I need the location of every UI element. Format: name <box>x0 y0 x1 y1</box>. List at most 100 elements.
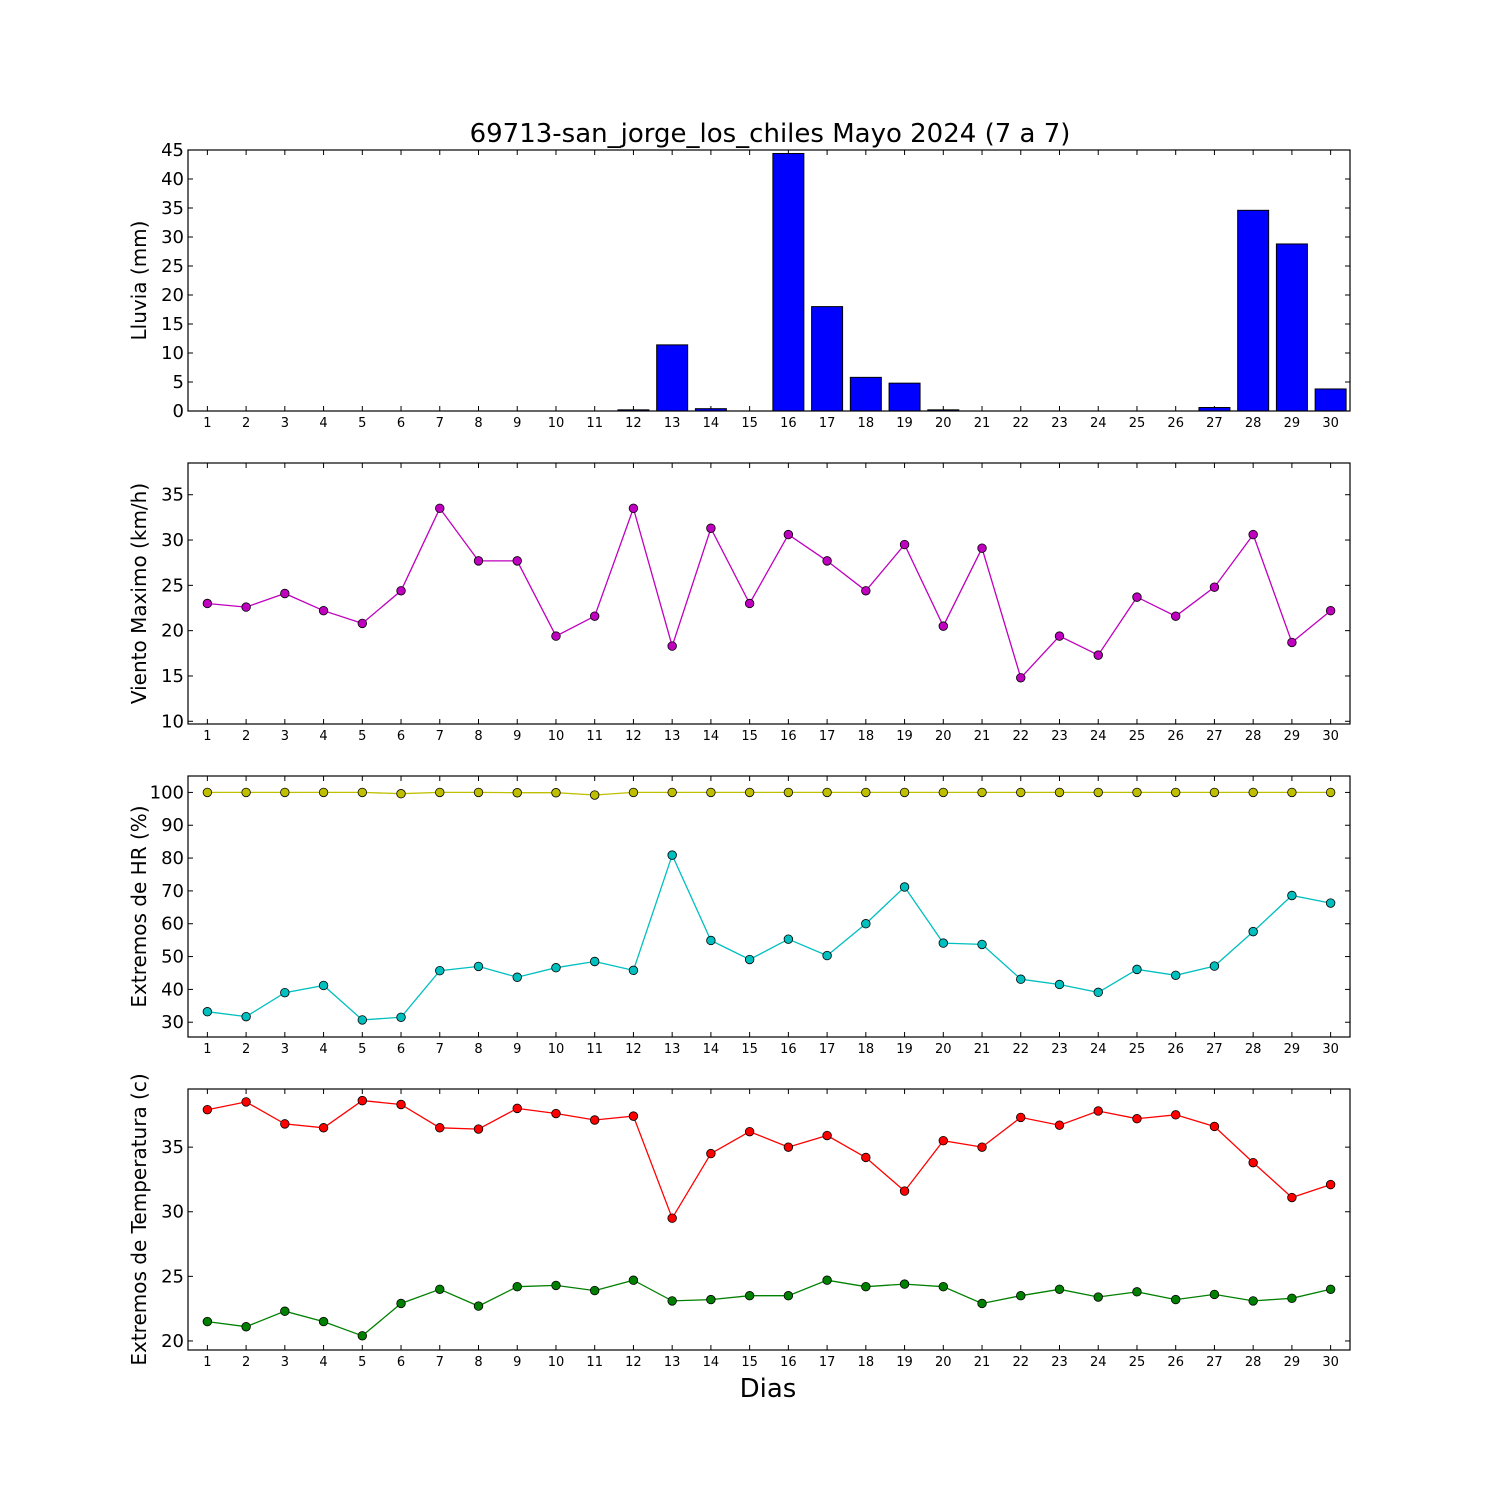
wind-xtick-label: 5 <box>358 729 366 744</box>
temperature-point <box>1287 1192 1297 1203</box>
humidity-xtick-label: 7 <box>436 1042 444 1057</box>
wind-frame <box>187 462 1351 725</box>
rain-xtick-label: 25 <box>1129 416 1146 431</box>
wind-point <box>1132 592 1142 602</box>
wind-point <box>590 611 600 621</box>
wind-xtick-label: 10 <box>548 729 565 744</box>
humidity-point <box>1170 787 1181 798</box>
rain-xtick-label: 12 <box>625 416 642 431</box>
humidity-point <box>938 787 949 798</box>
rain-ytick-label: 20 <box>161 285 184 306</box>
temperature-point <box>822 1130 832 1141</box>
temperature-point <box>977 1298 987 1309</box>
humidity-xtick-label: 19 <box>896 1042 913 1057</box>
rain-xtick-label: 29 <box>1284 416 1301 431</box>
wind-point <box>551 631 561 641</box>
temperature-point <box>628 1111 639 1121</box>
wind-point <box>280 588 290 599</box>
rain-ytick-label: 35 <box>161 198 184 219</box>
temperature-point <box>435 1284 445 1294</box>
wind-point <box>202 598 213 609</box>
wind-xtick-label: 29 <box>1284 729 1301 744</box>
temperature-point <box>202 1316 213 1327</box>
temperature-line <box>207 1099 1331 1220</box>
humidity-ytick-label: 80 <box>161 848 184 869</box>
wind-point <box>938 621 949 631</box>
humidity-ylabel: Extremos de HR (%) <box>127 805 151 1007</box>
wind-point <box>1287 637 1297 648</box>
temperature-xtick-label: 1 <box>203 1355 211 1370</box>
temperature-point <box>512 1103 522 1114</box>
rain-xtick-label: 2 <box>242 416 250 431</box>
wind-point <box>357 618 368 629</box>
humidity-point <box>396 1012 406 1023</box>
humidity-point <box>280 787 290 798</box>
rain-xtick-label: 15 <box>741 416 758 431</box>
humidity-xtick-label: 27 <box>1206 1042 1223 1057</box>
temperature-point <box>628 1275 639 1285</box>
wind-xtick-label: 25 <box>1129 729 1146 744</box>
temperature-point <box>590 1115 600 1125</box>
wind-point <box>744 598 755 609</box>
temperature-xtick-label: 11 <box>586 1355 603 1370</box>
rain-xtick-label: 27 <box>1206 416 1223 431</box>
temperature-point <box>783 1291 794 1301</box>
temperature-series-1 <box>202 1275 1336 1341</box>
humidity-ytick-label: 60 <box>161 914 184 935</box>
temperature-xtick-label: 23 <box>1051 1355 1068 1370</box>
wind-xtick-label: 13 <box>664 729 681 744</box>
temperature-point <box>280 1119 290 1129</box>
humidity-point <box>357 1015 368 1025</box>
humidity-point <box>1093 787 1103 798</box>
humidity-xtick-label: 28 <box>1245 1042 1262 1057</box>
humidity-point <box>667 787 677 798</box>
humidity-ytick-label: 40 <box>161 979 184 1000</box>
humidity-series-1 <box>202 850 1336 1025</box>
temperature-point <box>202 1104 213 1115</box>
rain-xtick-label: 18 <box>858 416 875 431</box>
temperature-point <box>551 1108 561 1119</box>
rain-xtick-label: 8 <box>474 416 482 431</box>
rain-xtick-label: 10 <box>548 416 565 431</box>
humidity-xtick-label: 15 <box>741 1042 758 1057</box>
temperature-series-0 <box>202 1095 1336 1223</box>
humidity-point <box>1054 787 1065 798</box>
humidity-point <box>202 1007 213 1017</box>
humidity-line <box>207 791 1331 796</box>
rain-xtick-label: 6 <box>397 416 405 431</box>
wind-ytick-label: 20 <box>161 621 184 642</box>
rain-frame <box>187 149 1351 412</box>
rain-xtick-label: 11 <box>586 416 603 431</box>
humidity-xtick-label: 30 <box>1322 1042 1339 1057</box>
rain-ytick-label: 10 <box>161 343 184 364</box>
temperature-point <box>435 1123 445 1133</box>
rain-ytick-label: 5 <box>173 372 184 393</box>
wind-point <box>1093 650 1103 660</box>
temperature-point <box>512 1281 522 1292</box>
humidity-point <box>473 961 484 972</box>
rain-ytick-label: 0 <box>173 401 184 422</box>
rain-xtick-label: 30 <box>1322 416 1339 431</box>
rain-xtick-label: 17 <box>819 416 836 431</box>
wind-point <box>396 586 406 596</box>
humidity-point <box>512 972 522 982</box>
humidity-xtick-label: 12 <box>625 1042 642 1057</box>
wind-series-0 <box>202 503 1336 683</box>
humidity-xtick-label: 5 <box>358 1042 366 1057</box>
temperature-xtick-label: 25 <box>1129 1355 1146 1370</box>
rain-ytick-label: 40 <box>161 169 184 190</box>
temperature-point <box>318 1316 329 1327</box>
humidity-point <box>706 935 716 946</box>
humidity-xtick-label: 8 <box>474 1042 482 1057</box>
temperature-point <box>1248 1296 1258 1306</box>
wind-xtick-label: 21 <box>974 729 991 744</box>
wind-xtick-label: 6 <box>397 729 405 744</box>
humidity-frame <box>187 775 1351 1038</box>
rain-bar <box>849 376 882 412</box>
wind-xtick-label: 1 <box>203 729 211 744</box>
wind-point <box>706 523 716 533</box>
temperature-ytick-label: 35 <box>161 1137 184 1158</box>
humidity-point <box>977 939 987 950</box>
humidity-series-0 <box>202 787 1336 800</box>
humidity-point <box>1170 970 1181 980</box>
